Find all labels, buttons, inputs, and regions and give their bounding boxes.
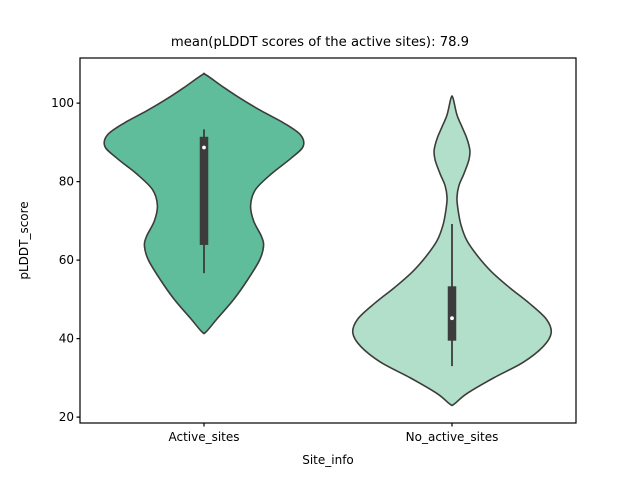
y-axis-title: pLDDT_score xyxy=(17,201,31,279)
boxplot-median-marker xyxy=(450,316,454,321)
y-tick-label: 40 xyxy=(59,332,74,346)
x-tick-label: Active_sites xyxy=(168,430,239,444)
x-axis-title: Site_info xyxy=(302,453,354,467)
boxplot-median-marker xyxy=(202,145,206,150)
x-tick-label: No_active_sites xyxy=(406,430,499,444)
boxplot-box xyxy=(447,286,457,341)
title-line-1: mean(pLDDT scores of the active sites): … xyxy=(170,34,470,50)
y-tick-label: 80 xyxy=(59,175,74,189)
boxplot-box xyxy=(199,136,209,245)
axes-spines xyxy=(79,57,577,424)
y-tick-label: 60 xyxy=(59,253,74,267)
y-tick-label: 100 xyxy=(51,96,74,110)
violin-no-active-sites xyxy=(351,95,553,407)
violin-active-sites xyxy=(103,72,305,335)
y-tick-label: 20 xyxy=(59,410,74,424)
